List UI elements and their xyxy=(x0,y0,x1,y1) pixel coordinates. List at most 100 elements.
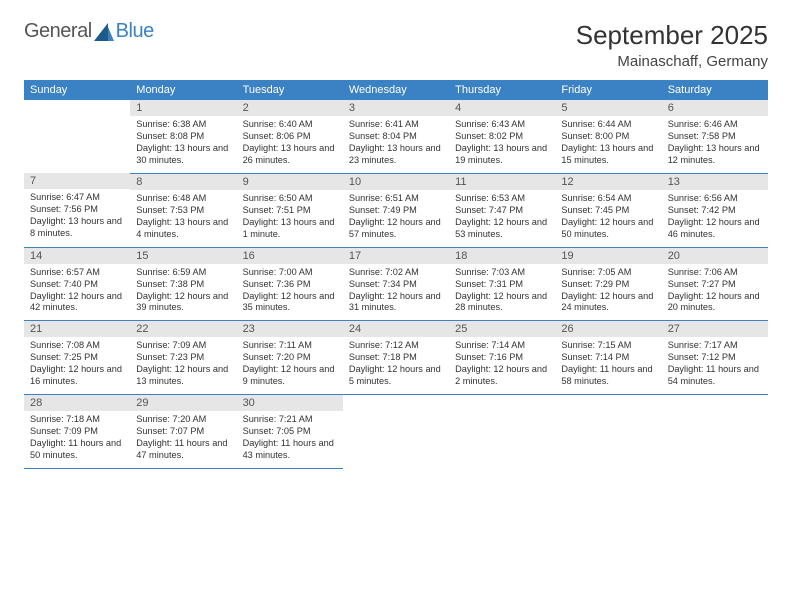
sunset-text: Sunset: 7:49 PM xyxy=(349,205,443,217)
daylight-text: Daylight: 12 hours and 50 minutes. xyxy=(561,217,655,241)
calendar-cell: 15Sunrise: 6:59 AMSunset: 7:38 PMDayligh… xyxy=(130,247,236,321)
location: Mainaschaff, Germany xyxy=(576,53,768,70)
day-header: Monday xyxy=(130,80,236,100)
day-number: 19 xyxy=(555,248,661,264)
sunrise-text: Sunrise: 6:57 AM xyxy=(30,267,124,279)
daylight-text: Daylight: 12 hours and 46 minutes. xyxy=(668,217,762,241)
day-number: 8 xyxy=(130,174,236,190)
day-number: 20 xyxy=(662,248,768,264)
sunrise-text: Sunrise: 6:53 AM xyxy=(455,193,549,205)
day-number: 22 xyxy=(130,321,236,337)
day-details: Sunrise: 6:38 AMSunset: 8:08 PMDaylight:… xyxy=(130,116,236,173)
calendar-cell: 21Sunrise: 7:08 AMSunset: 7:25 PMDayligh… xyxy=(24,321,130,395)
sunrise-text: Sunrise: 7:18 AM xyxy=(30,414,124,426)
day-number: 12 xyxy=(555,174,661,190)
day-number: 6 xyxy=(662,100,768,116)
day-number: 18 xyxy=(449,248,555,264)
sunrise-text: Sunrise: 6:43 AM xyxy=(455,119,549,131)
calendar-cell: 1Sunrise: 6:38 AMSunset: 8:08 PMDaylight… xyxy=(130,100,236,173)
daylight-text: Daylight: 12 hours and 57 minutes. xyxy=(349,217,443,241)
calendar-cell: 18Sunrise: 7:03 AMSunset: 7:31 PMDayligh… xyxy=(449,247,555,321)
calendar-week-row: 1Sunrise: 6:38 AMSunset: 8:08 PMDaylight… xyxy=(24,100,768,173)
day-details: Sunrise: 6:59 AMSunset: 7:38 PMDaylight:… xyxy=(130,264,236,321)
daylight-text: Daylight: 13 hours and 26 minutes. xyxy=(243,143,337,167)
calendar-cell: 7Sunrise: 6:47 AMSunset: 7:56 PMDaylight… xyxy=(24,173,130,247)
sunset-text: Sunset: 7:25 PM xyxy=(30,352,124,364)
day-details: Sunrise: 6:57 AMSunset: 7:40 PMDaylight:… xyxy=(24,264,130,321)
calendar-cell: 2Sunrise: 6:40 AMSunset: 8:06 PMDaylight… xyxy=(237,100,343,173)
day-header-row: Sunday Monday Tuesday Wednesday Thursday… xyxy=(24,80,768,100)
sunset-text: Sunset: 7:14 PM xyxy=(561,352,655,364)
daylight-text: Daylight: 11 hours and 58 minutes. xyxy=(561,364,655,388)
day-header: Friday xyxy=(555,80,661,100)
calendar-cell: 11Sunrise: 6:53 AMSunset: 7:47 PMDayligh… xyxy=(449,173,555,247)
daylight-text: Daylight: 12 hours and 42 minutes. xyxy=(30,291,124,315)
day-details: Sunrise: 6:43 AMSunset: 8:02 PMDaylight:… xyxy=(449,116,555,173)
sunset-text: Sunset: 7:16 PM xyxy=(455,352,549,364)
calendar-week-row: 28Sunrise: 7:18 AMSunset: 7:09 PMDayligh… xyxy=(24,395,768,469)
sunset-text: Sunset: 7:34 PM xyxy=(349,279,443,291)
day-details: Sunrise: 7:06 AMSunset: 7:27 PMDaylight:… xyxy=(662,264,768,321)
sunrise-text: Sunrise: 7:09 AM xyxy=(136,340,230,352)
day-details: Sunrise: 6:50 AMSunset: 7:51 PMDaylight:… xyxy=(237,190,343,247)
sunrise-text: Sunrise: 7:11 AM xyxy=(243,340,337,352)
sunrise-text: Sunrise: 6:48 AM xyxy=(136,193,230,205)
daylight-text: Daylight: 12 hours and 16 minutes. xyxy=(30,364,124,388)
daylight-text: Daylight: 12 hours and 2 minutes. xyxy=(455,364,549,388)
calendar-cell: 9Sunrise: 6:50 AMSunset: 7:51 PMDaylight… xyxy=(237,173,343,247)
month-title: September 2025 xyxy=(576,20,768,51)
day-details: Sunrise: 6:56 AMSunset: 7:42 PMDaylight:… xyxy=(662,190,768,247)
page-header: General Blue September 2025 Mainaschaff,… xyxy=(24,20,768,70)
calendar-cell: 8Sunrise: 6:48 AMSunset: 7:53 PMDaylight… xyxy=(130,173,236,247)
calendar-cell: 29Sunrise: 7:20 AMSunset: 7:07 PMDayligh… xyxy=(130,395,236,469)
daylight-text: Daylight: 12 hours and 53 minutes. xyxy=(455,217,549,241)
calendar-cell: 12Sunrise: 6:54 AMSunset: 7:45 PMDayligh… xyxy=(555,173,661,247)
sunset-text: Sunset: 7:53 PM xyxy=(136,205,230,217)
sunset-text: Sunset: 7:31 PM xyxy=(455,279,549,291)
calendar-cell: 17Sunrise: 7:02 AMSunset: 7:34 PMDayligh… xyxy=(343,247,449,321)
daylight-text: Daylight: 13 hours and 23 minutes. xyxy=(349,143,443,167)
daylight-text: Daylight: 13 hours and 15 minutes. xyxy=(561,143,655,167)
daylight-text: Daylight: 12 hours and 5 minutes. xyxy=(349,364,443,388)
calendar-cell: 14Sunrise: 6:57 AMSunset: 7:40 PMDayligh… xyxy=(24,247,130,321)
daylight-text: Daylight: 12 hours and 24 minutes. xyxy=(561,291,655,315)
day-number: 21 xyxy=(24,321,130,337)
day-details: Sunrise: 6:46 AMSunset: 7:58 PMDaylight:… xyxy=(662,116,768,173)
daylight-text: Daylight: 12 hours and 31 minutes. xyxy=(349,291,443,315)
calendar-cell: 5Sunrise: 6:44 AMSunset: 8:00 PMDaylight… xyxy=(555,100,661,173)
sunrise-text: Sunrise: 6:41 AM xyxy=(349,119,443,131)
daylight-text: Daylight: 12 hours and 28 minutes. xyxy=(455,291,549,315)
title-block: September 2025 Mainaschaff, Germany xyxy=(576,20,768,70)
day-number: 24 xyxy=(343,321,449,337)
logo: General Blue xyxy=(24,20,154,43)
day-number: 14 xyxy=(24,248,130,264)
calendar-cell xyxy=(662,395,768,469)
day-number: 28 xyxy=(24,395,130,411)
calendar-table: Sunday Monday Tuesday Wednesday Thursday… xyxy=(24,80,768,469)
sunrise-text: Sunrise: 7:14 AM xyxy=(455,340,549,352)
day-number: 29 xyxy=(130,395,236,411)
sunset-text: Sunset: 8:00 PM xyxy=(561,131,655,143)
day-number: 4 xyxy=(449,100,555,116)
sunset-text: Sunset: 7:36 PM xyxy=(243,279,337,291)
calendar-cell: 30Sunrise: 7:21 AMSunset: 7:05 PMDayligh… xyxy=(237,395,343,469)
calendar-cell: 27Sunrise: 7:17 AMSunset: 7:12 PMDayligh… xyxy=(662,321,768,395)
logo-text-blue: Blue xyxy=(116,20,154,43)
calendar-cell xyxy=(24,100,130,173)
sunset-text: Sunset: 8:02 PM xyxy=(455,131,549,143)
calendar-cell: 16Sunrise: 7:00 AMSunset: 7:36 PMDayligh… xyxy=(237,247,343,321)
day-header: Tuesday xyxy=(237,80,343,100)
day-header: Sunday xyxy=(24,80,130,100)
calendar-cell: 6Sunrise: 6:46 AMSunset: 7:58 PMDaylight… xyxy=(662,100,768,173)
sunrise-text: Sunrise: 7:15 AM xyxy=(561,340,655,352)
sunrise-text: Sunrise: 6:44 AM xyxy=(561,119,655,131)
calendar-cell: 28Sunrise: 7:18 AMSunset: 7:09 PMDayligh… xyxy=(24,395,130,469)
day-details: Sunrise: 6:54 AMSunset: 7:45 PMDaylight:… xyxy=(555,190,661,247)
sunset-text: Sunset: 7:47 PM xyxy=(455,205,549,217)
day-details: Sunrise: 6:40 AMSunset: 8:06 PMDaylight:… xyxy=(237,116,343,173)
sunset-text: Sunset: 7:18 PM xyxy=(349,352,443,364)
calendar-cell: 4Sunrise: 6:43 AMSunset: 8:02 PMDaylight… xyxy=(449,100,555,173)
sunset-text: Sunset: 8:06 PM xyxy=(243,131,337,143)
sunset-text: Sunset: 7:20 PM xyxy=(243,352,337,364)
calendar-week-row: 21Sunrise: 7:08 AMSunset: 7:25 PMDayligh… xyxy=(24,321,768,395)
